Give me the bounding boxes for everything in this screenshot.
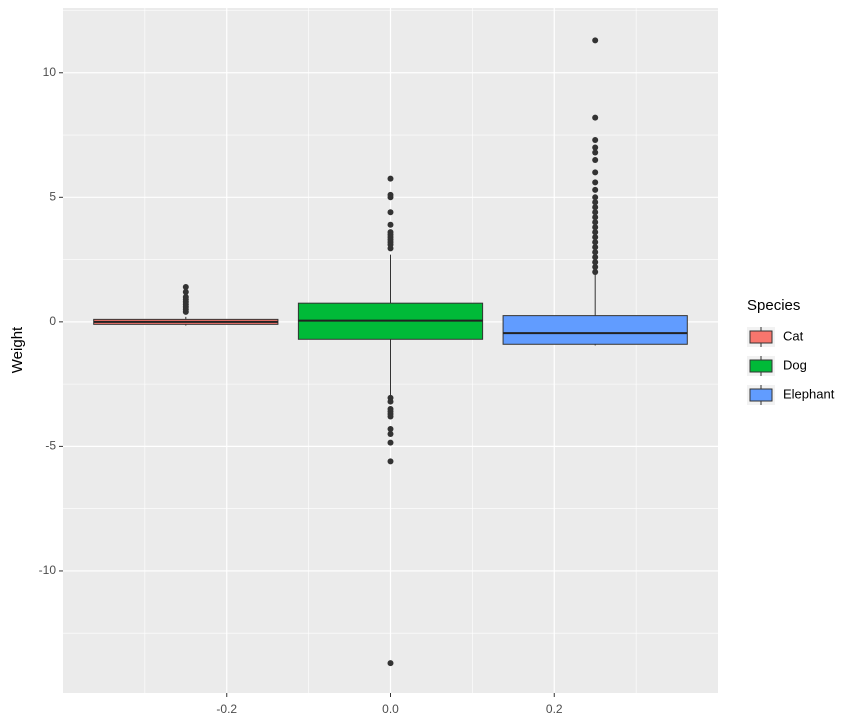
outlier [387, 425, 394, 432]
x-tick-label: 0.0 [382, 702, 399, 716]
outlier [387, 209, 394, 216]
legend-key [749, 359, 773, 373]
outlier [592, 254, 599, 261]
y-tick-label: 5 [49, 189, 56, 203]
outlier [592, 249, 599, 256]
outlier [592, 179, 599, 186]
y-axis-label: Weight [9, 326, 26, 373]
outlier [387, 229, 394, 236]
outlier [387, 439, 394, 446]
y-tick-label: -5 [45, 439, 56, 453]
outlier [592, 224, 599, 231]
outlier [387, 430, 394, 437]
outlier [387, 398, 394, 405]
outlier [592, 199, 599, 206]
outlier [592, 149, 599, 156]
outlier [592, 259, 599, 266]
outlier [387, 191, 394, 198]
outlier [592, 186, 599, 193]
outlier [592, 244, 599, 251]
legend-key [749, 330, 773, 344]
outlier [592, 219, 599, 226]
outlier [592, 229, 599, 236]
legend-label: Cat [783, 328, 804, 343]
outlier [592, 194, 599, 201]
outlier [387, 660, 394, 667]
y-tick-label: 0 [49, 314, 56, 328]
x-tick-label: 0.2 [546, 702, 563, 716]
outlier [592, 169, 599, 176]
outlier [592, 144, 599, 151]
y-tick-label: -10 [39, 563, 57, 577]
outlier [387, 221, 394, 228]
legend-key [749, 388, 773, 402]
y-tick-label: 10 [43, 65, 57, 79]
legend-label: Elephant [783, 386, 835, 401]
box [502, 315, 688, 345]
outlier [182, 288, 189, 295]
outlier [387, 413, 394, 420]
outlier [592, 114, 599, 121]
legend-title: Species [747, 297, 800, 314]
outlier [387, 458, 394, 465]
outlier [592, 214, 599, 221]
outlier [592, 137, 599, 144]
outlier [592, 209, 599, 216]
outlier [387, 175, 394, 182]
x-tick-label: -0.2 [216, 702, 237, 716]
legend-label: Dog [783, 357, 807, 372]
outlier [592, 204, 599, 211]
outlier [592, 234, 599, 241]
outlier [182, 293, 189, 300]
outlier [592, 264, 599, 271]
outlier [592, 239, 599, 246]
outlier [592, 156, 599, 163]
outlier [182, 283, 189, 290]
outlier [592, 37, 599, 44]
outlier [592, 269, 599, 276]
